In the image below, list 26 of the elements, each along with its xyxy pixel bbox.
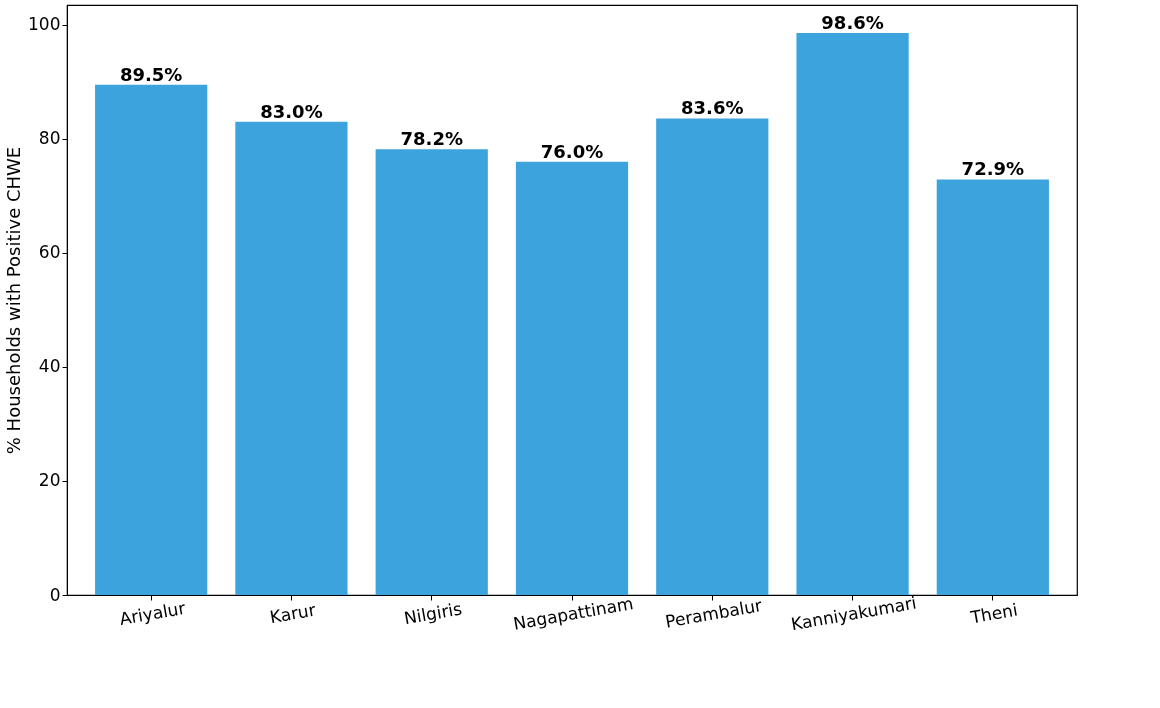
x-tick-label: Karur [268, 599, 318, 628]
bar [375, 149, 488, 595]
data-label: 78.2% [400, 128, 463, 150]
bar [796, 32, 909, 595]
data-label: 89.5% [119, 63, 183, 85]
y-tick-label: 100 [28, 14, 61, 35]
data-label: 83.0% [260, 100, 323, 122]
y-tick-label: 40 [38, 356, 61, 377]
data-label: 98.6% [821, 11, 884, 33]
x-tick-label: Perambalur [663, 595, 764, 632]
bar [235, 121, 348, 595]
data-label: 76.0% [540, 140, 604, 162]
y-tick-label: 80 [38, 128, 61, 149]
bar [656, 118, 769, 595]
bar [936, 179, 1049, 595]
x-tick-label: Theni [968, 599, 1019, 628]
bar [95, 84, 208, 595]
x-tick-label: Ariyalur [117, 597, 187, 629]
data-label: 83.6% [681, 97, 744, 119]
y-tick-label: 20 [38, 470, 61, 491]
y-tick-label: 0 [49, 584, 61, 605]
bar [515, 161, 629, 595]
data-label: 72.9% [961, 158, 1025, 180]
x-tick-label: Nilgiris [402, 598, 464, 629]
y-tick-label: 60 [38, 242, 61, 263]
y-axis-title: % Households with Positive CHWE [3, 146, 25, 455]
